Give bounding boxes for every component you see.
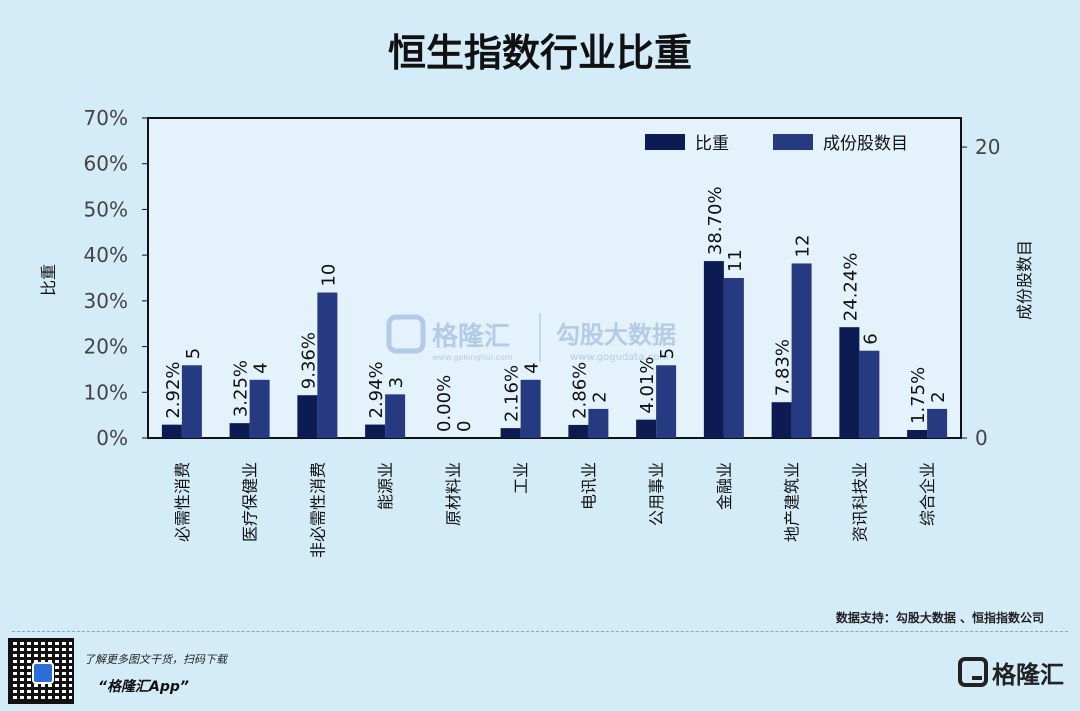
x-tick-label: 非必需性消费 [308,462,327,558]
y-tick-label: 60% [84,152,128,176]
bar-count [791,263,812,438]
qr-code [8,638,74,704]
data-label-count: 2 [589,391,610,402]
bar-weight [568,424,589,438]
bar-count [927,408,948,438]
legend-label-weight: 比重 [695,134,729,154]
legend-label-count: 成份股数目 [823,134,908,154]
data-label-weight: 24.24% [840,253,861,322]
brand-logo: 格隆汇 [958,652,1064,692]
data-label-count: 5 [183,348,204,359]
x-tick-label: 能源业 [376,462,395,510]
legend-swatch-weight [645,134,685,150]
bar-weight [839,327,860,438]
bar-weight [703,261,724,438]
data-label-count: 10 [318,264,339,287]
bar-weight [907,430,928,438]
bar-count [181,365,202,438]
y-axis-label: 比重 [39,264,58,296]
bar-count [520,379,541,438]
data-label-weight: 0.00% [434,375,455,432]
bar-count [656,365,677,438]
data-label-weight: 38.70% [705,186,726,255]
bar-count [723,278,744,438]
bar-count [859,350,880,438]
x-tick-label: 地产建筑业 [783,462,802,542]
data-label-count: 3 [386,377,407,388]
data-label-count: 12 [793,235,814,258]
y2-tick-label: 20 [975,135,1000,159]
bar-weight [229,423,250,438]
watermark-logo-icon [386,314,426,354]
y-tick-label: 20% [84,335,128,359]
data-label-weight: 2.92% [163,361,184,418]
brand-logo-icon [958,657,988,687]
y-tick-label: 10% [84,380,128,404]
data-label-weight: 9.36% [298,332,319,389]
qr-logo-icon [32,662,54,684]
x-tick-label: 资讯科技业 [850,462,869,542]
footer-divider [12,631,1068,632]
chart-title: 恒生指数行业比重 [387,31,692,75]
bar-weight [771,402,792,438]
watermark-right-name: 勾股大数据 [556,321,676,349]
promo-text: 了解更多图文干货，扫码下载 [84,653,227,666]
bar-weight [297,395,318,438]
x-tick-label: 电讯业 [579,462,598,510]
data-label-weight: 7.83% [773,339,794,396]
data-label-count: 5 [657,348,678,359]
legend-swatch-count [773,134,813,150]
x-tick-label: 原材料业 [444,462,463,526]
bar-count [317,292,338,438]
x-tick-label: 医疗保健业 [241,462,260,542]
data-label-weight: 2.16% [502,365,523,422]
watermark: 格隆汇 www.gelonghui.com 勾股大数据 www.gogudata… [386,313,676,363]
data-label-count: 2 [928,391,949,402]
bar-count [588,408,609,438]
legend: 比重 成份股数目 [645,134,908,154]
data-label-count: 11 [725,249,746,272]
data-label-count: 0 [454,421,475,432]
x-tick-label: 工业 [512,462,531,494]
y2-axis-label: 成份股数目 [1015,240,1034,320]
watermark-right-url: www.gogudata.com [570,352,669,363]
x-tick-label: 综合企业 [918,462,937,526]
data-label-weight: 1.75% [908,367,929,424]
bar-weight [365,424,386,438]
bar-weight [500,428,521,438]
data-label-count: 6 [860,333,881,344]
promo-app-name: “格隆汇App” [98,679,189,695]
bar-weight [161,424,182,438]
bar-count [385,394,406,438]
x-tick-label: 金融业 [715,462,734,510]
y-tick-label: 30% [84,289,128,313]
data-label-weight: 2.86% [569,362,590,419]
y-tick-label: 50% [84,197,128,221]
data-label-count: 4 [522,362,543,373]
watermark-left-url: www.gelonghui.com [432,353,513,362]
x-tick-label: 必需性消费 [173,462,192,542]
y-tick-label: 0% [96,426,128,450]
y2-tick-label: 0 [975,426,988,450]
y-tick-label: 70% [84,106,128,130]
y-tick-label: 40% [84,243,128,267]
data-source: 数据支持：勾股大数据 、恒指指数公司 [835,611,1044,625]
brand-logo-text: 格隆汇 [992,660,1064,689]
data-label-weight: 4.01% [637,356,658,413]
bar-weight [636,419,657,438]
data-label-weight: 3.25% [231,360,252,417]
data-label-weight: 2.94% [366,361,387,418]
plot-area [147,117,962,439]
x-tick-label: 公用事业 [647,462,666,526]
watermark-left-name: 格隆汇 [432,321,510,352]
bar-count [249,379,270,438]
data-label-count: 4 [251,362,272,373]
